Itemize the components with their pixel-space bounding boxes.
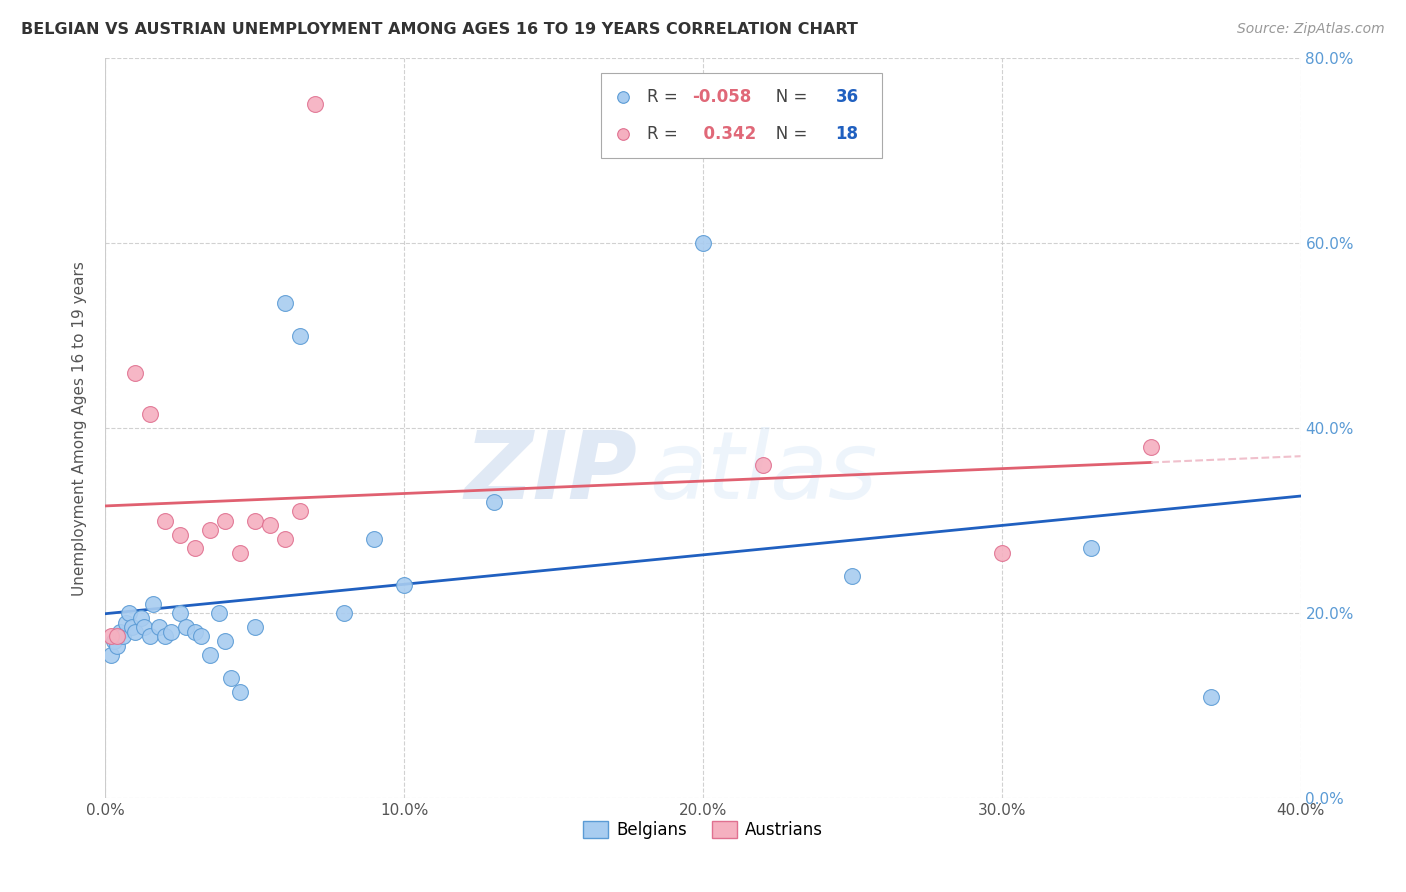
Point [155,629,177,643]
Point [124,366,146,380]
Point [184,624,207,639]
Point [394,578,416,592]
Point [121,620,143,634]
Point [169,527,191,541]
Text: R =: R = [647,125,683,143]
Point [100,648,122,662]
Point [751,458,773,473]
Point [198,648,221,662]
Text: N =: N = [761,87,813,105]
Point [214,514,236,528]
Point [112,629,135,643]
Point [243,514,266,528]
Point [107,639,129,653]
Point [100,629,122,643]
Text: 0.342: 0.342 [692,125,756,143]
Point [124,624,146,639]
Point [482,495,505,509]
Point [1199,690,1222,704]
Point [273,532,295,546]
Point [259,518,281,533]
Point [363,532,385,546]
Point [160,624,183,639]
Point [198,523,221,537]
Point [118,607,141,621]
Point [243,620,266,634]
Point [115,615,138,630]
Point [148,620,170,634]
Point [692,235,714,250]
Point [990,546,1012,560]
Point [134,620,156,634]
Point [184,541,207,556]
Point [110,624,132,639]
Text: N =: N = [761,125,813,143]
Text: atlas: atlas [650,427,877,518]
Point [155,514,177,528]
Point [304,97,326,112]
Point [103,634,125,648]
Text: BELGIAN VS AUSTRIAN UNEMPLOYMENT AMONG AGES 16 TO 19 YEARS CORRELATION CHART: BELGIAN VS AUSTRIAN UNEMPLOYMENT AMONG A… [21,22,858,37]
Point [229,546,252,560]
Text: 36: 36 [835,87,859,105]
Point [288,504,311,518]
Point [219,671,242,685]
Point [139,629,162,643]
Point [214,634,236,648]
Point [142,597,165,611]
Point [190,629,212,643]
Legend: Belgians, Austrians: Belgians, Austrians [576,814,830,846]
Point [333,607,356,621]
Text: Source: ZipAtlas.com: Source: ZipAtlas.com [1237,22,1385,37]
Point [208,607,231,621]
Y-axis label: Unemployment Among Ages 16 to 19 years: Unemployment Among Ages 16 to 19 years [72,260,87,596]
Point [174,620,197,634]
FancyBboxPatch shape [602,73,883,158]
Text: ZIP: ZIP [464,426,637,518]
Text: -0.058: -0.058 [692,87,751,105]
Text: R =: R = [647,87,683,105]
Point [288,328,311,343]
Point [1080,541,1102,556]
Point [1140,440,1163,454]
Point [139,407,162,421]
Point [129,611,153,625]
Point [229,685,252,699]
Point [169,607,191,621]
Point [107,629,129,643]
Point [273,296,295,310]
Text: 18: 18 [835,125,859,143]
Point [841,569,863,583]
